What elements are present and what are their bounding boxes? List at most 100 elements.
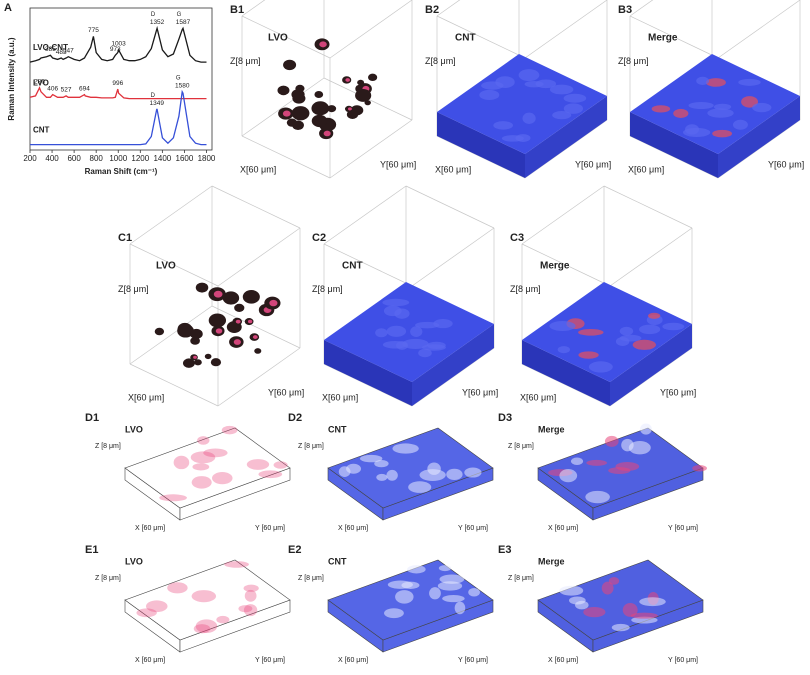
particle-core [235, 319, 241, 324]
texture [588, 361, 613, 373]
texture [549, 84, 574, 95]
slab-top [437, 54, 607, 154]
spectrum-line [29, 25, 207, 63]
axis-label-z: Z[8 μm] [425, 56, 456, 66]
map-panel: D1 LVO Z [8 μm] X [60 μm] Y [60 μm] [85, 412, 291, 532]
texture [563, 93, 587, 103]
texture [468, 587, 480, 597]
texture [586, 459, 607, 466]
series-label: CNT [33, 126, 50, 135]
texture [608, 577, 620, 585]
particle [291, 106, 310, 121]
map-panel: E1 LVO Z [8 μm] X [60 μm] Y [60 μm] [85, 544, 291, 664]
texture [559, 469, 578, 483]
wireframe-edge [603, 185, 693, 229]
texture [376, 473, 388, 481]
texture [632, 339, 656, 350]
wireframe-edge [609, 227, 693, 287]
slab-top [124, 559, 291, 641]
particle-core [233, 339, 241, 345]
peak-label: 973 [110, 46, 121, 53]
peak-label: 483 [56, 49, 67, 56]
texture [639, 324, 661, 335]
wireframe-edge [329, 0, 413, 59]
particle-core [347, 107, 352, 111]
texture [258, 470, 283, 479]
series-label: LVO-CNT [33, 43, 68, 52]
particle [355, 89, 372, 102]
texture [429, 587, 441, 600]
texture [552, 111, 572, 120]
texture [628, 441, 651, 455]
texture [421, 344, 446, 351]
particle-core [193, 355, 197, 359]
axis-label-y: Y[60 μm] [575, 159, 611, 169]
axis-label-z: Z[8 μm] [230, 56, 261, 66]
texture [438, 565, 452, 572]
x-tick-label: 1000 [109, 154, 127, 163]
axis-label-y: Y[60 μm] [768, 159, 804, 169]
axis-label-x: X [60 μm] [548, 657, 578, 664]
axis-label-x: X[60 μm] [435, 164, 471, 174]
texture [386, 469, 398, 481]
particle [277, 85, 290, 96]
particle [242, 290, 260, 304]
particle [295, 84, 305, 93]
x-tick-label: 800 [90, 154, 104, 163]
wireframe-edge [211, 185, 301, 229]
band-label: G [176, 75, 181, 81]
particle-core [319, 41, 327, 48]
texture [688, 101, 714, 110]
axis-label-y: Y [60 μm] [458, 657, 488, 664]
panel-id: E3 [498, 544, 511, 556]
map-panel: C2 CNT Z[8 μm] X[60 μm] Y[60 μm] [312, 185, 498, 407]
panel-title: Merge [538, 556, 565, 566]
texture [639, 597, 666, 607]
slab-top [327, 427, 494, 509]
x-tick-label: 1400 [153, 154, 171, 163]
map-panel: B1 LVO Z[8 μm] X[60 μm] Y[60 μm] [230, 0, 416, 179]
texture [243, 604, 258, 617]
texture [419, 469, 446, 481]
map-panel: E2 CNT Z [8 μm] X [60 μm] Y [60 μm] [288, 544, 494, 664]
axis-label-y: Y[60 μm] [462, 387, 498, 397]
wireframe-edge [629, 0, 654, 17]
texture [395, 590, 414, 604]
x-tick-label: 200 [23, 154, 37, 163]
panel-id: E2 [288, 544, 301, 556]
particle-core [247, 319, 253, 324]
slab-top [324, 282, 494, 382]
wireframe-edge [521, 243, 611, 287]
texture [578, 329, 604, 336]
texture [221, 425, 238, 435]
texture [212, 472, 233, 485]
texture [437, 581, 463, 591]
texture [418, 348, 432, 358]
y-axis-label: Raman Intensity (a.u.) [7, 37, 16, 120]
axis-label-x: X[60 μm] [240, 164, 276, 174]
texture [375, 328, 388, 338]
particle-core [213, 290, 223, 298]
panel-label: A [4, 2, 12, 14]
axis-label-y: Y [60 μm] [668, 657, 698, 664]
axis-label-z: Z [8 μm] [508, 443, 534, 450]
particle [208, 313, 227, 328]
texture [374, 459, 389, 468]
axis-label-z: Z[8 μm] [618, 56, 649, 66]
slab-front [324, 340, 412, 406]
slab-side [412, 324, 494, 406]
texture [338, 466, 351, 477]
particle [154, 327, 165, 336]
texture [570, 457, 584, 465]
texture [583, 606, 606, 618]
map-panel: D2 CNT Z [8 μm] X [60 μm] Y [60 μm] [288, 412, 494, 532]
texture [692, 465, 707, 472]
x-tick-label: 1600 [176, 154, 194, 163]
wireframe-edge [129, 243, 219, 287]
texture [707, 108, 734, 118]
texture [619, 326, 634, 336]
map-panel: C3 Merge Z[8 μm] X[60 μm] Y[60 μm] [510, 185, 696, 407]
texture [648, 312, 661, 319]
texture [604, 435, 619, 447]
particle [182, 358, 195, 368]
